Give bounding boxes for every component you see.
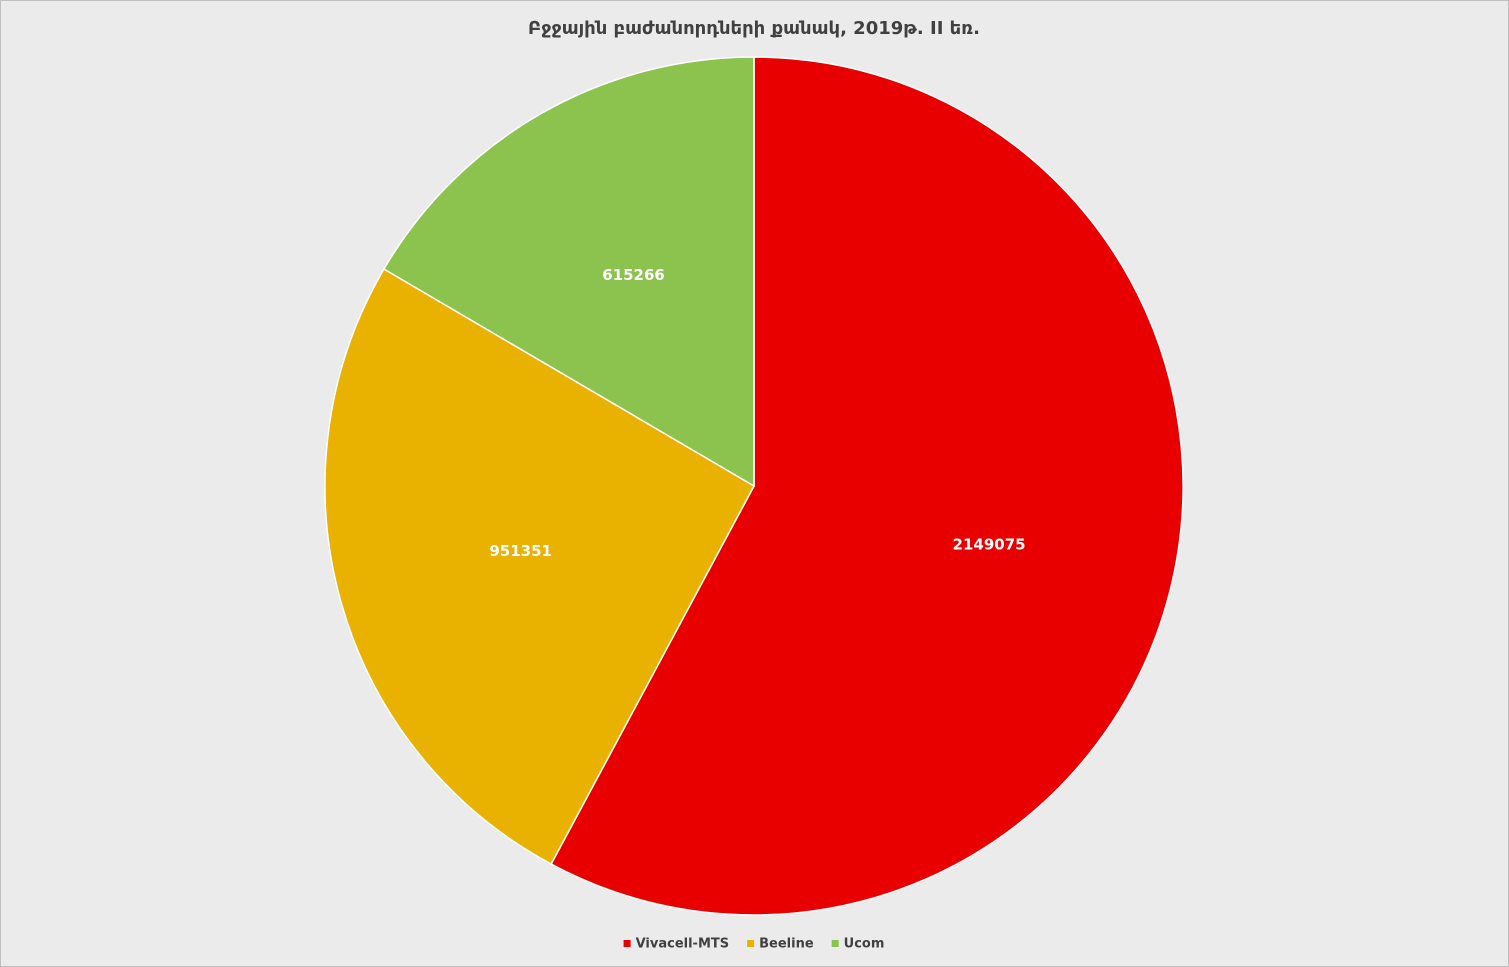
chart-title: Բջջային բաժանորդների քանակ, 2019թ. II եռ… [528,18,980,39]
data-label: 2149075 [953,536,1026,554]
legend-marker [747,940,755,947]
pie-slice [382,56,755,488]
legend-label: Beeline [759,937,814,952]
legend-marker [623,940,631,947]
legend-label: Ucom [844,937,885,952]
pie-slice [550,56,1184,916]
legend-label: Vivacell-MTS [636,937,730,952]
pie-slice [324,267,756,866]
data-label: 615266 [602,266,665,284]
legend-marker [831,940,839,947]
data-label: 951351 [489,542,552,560]
